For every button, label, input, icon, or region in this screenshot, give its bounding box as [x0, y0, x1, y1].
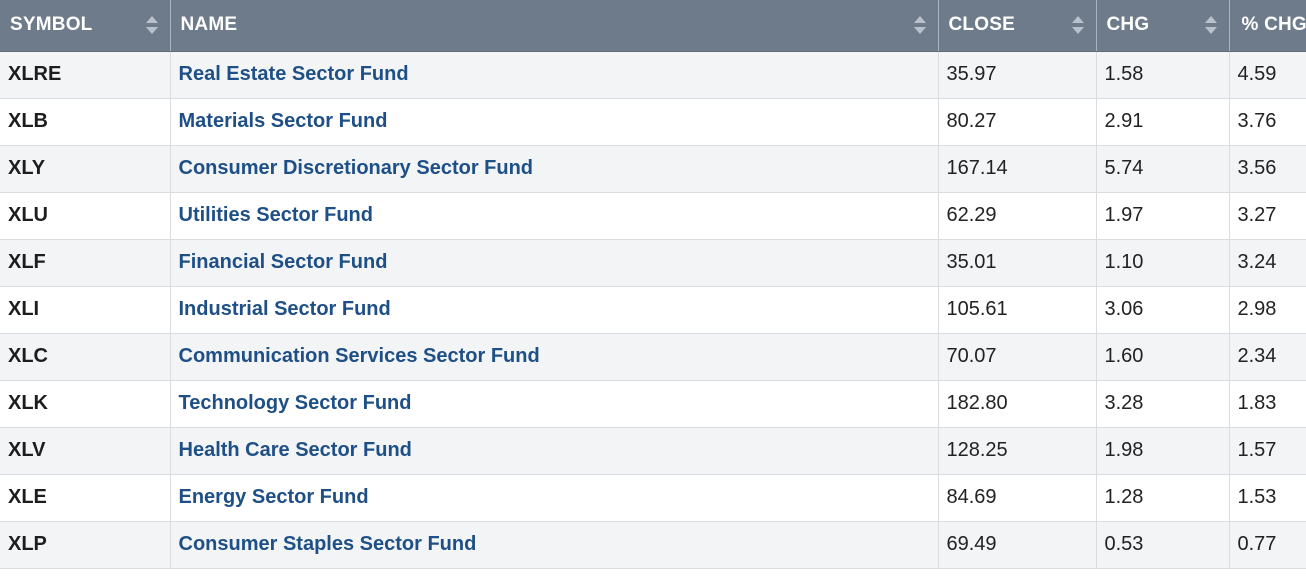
column-header-label: CLOSE	[948, 14, 1015, 36]
close-cell: 35.01	[938, 239, 1097, 287]
chg-cell: 1.58	[1096, 51, 1230, 99]
column-header-label: NAME	[180, 14, 238, 36]
pct-chg-cell: 3.56	[1229, 145, 1306, 193]
table-header-row: SYMBOL NAME CLOSE CHG % CHG	[0, 0, 1306, 52]
symbol-cell: XLK	[0, 380, 171, 428]
table-row[interactable]: XLF Financial Sector Fund 35.01 1.10 3.24	[0, 239, 1306, 287]
chg-cell: 0.53	[1096, 521, 1230, 569]
symbol-cell: XLU	[0, 192, 171, 240]
table-body: XLRE Real Estate Sector Fund 35.97 1.58 4.59…	[0, 51, 1306, 569]
column-header-label: SYMBOL	[10, 14, 93, 36]
close-cell: 35.97	[938, 51, 1097, 99]
table-row[interactable]: XLB Materials Sector Fund 80.27 2.91 3.76	[0, 98, 1306, 146]
symbol-cell: XLE	[0, 474, 171, 522]
symbol-cell: XLP	[0, 521, 171, 569]
chg-cell: 5.74	[1096, 145, 1230, 193]
symbol-cell: XLV	[0, 427, 171, 475]
close-cell: 182.80	[938, 380, 1097, 428]
column-header-close[interactable]: CLOSE	[938, 0, 1097, 52]
pct-chg-cell: 1.83	[1229, 380, 1306, 428]
pct-chg-cell: 2.34	[1229, 333, 1306, 381]
close-cell: 70.07	[938, 333, 1097, 381]
chg-cell: 3.28	[1096, 380, 1230, 428]
symbol-cell: XLF	[0, 239, 171, 287]
column-header-label: % CHG	[1241, 14, 1306, 36]
table-row[interactable]: XLU Utilities Sector Fund 62.29 1.97 3.27	[0, 192, 1306, 240]
column-header-name[interactable]: NAME	[170, 0, 939, 52]
table-row[interactable]: XLC Communication Services Sector Fund 70.…	[0, 333, 1306, 381]
close-cell: 69.49	[938, 521, 1097, 569]
fund-name-link[interactable]: Utilities Sector Fund	[178, 204, 373, 226]
name-cell: Energy Sector Fund	[170, 474, 939, 522]
fund-name-link[interactable]: Real Estate Sector Fund	[178, 63, 409, 85]
pct-chg-cell: 1.53	[1229, 474, 1306, 522]
name-cell: Utilities Sector Fund	[170, 192, 939, 240]
sort-arrows-icon[interactable]	[145, 16, 158, 35]
fund-name-link[interactable]: Industrial Sector Fund	[178, 298, 391, 320]
pct-chg-cell: 2.98	[1229, 286, 1306, 334]
chg-cell: 2.91	[1096, 98, 1230, 146]
pct-chg-cell: 1.57	[1229, 427, 1306, 475]
close-cell: 128.25	[938, 427, 1097, 475]
pct-chg-cell: 3.24	[1229, 239, 1306, 287]
name-cell: Communication Services Sector Fund	[170, 333, 939, 381]
chg-cell: 3.06	[1096, 286, 1230, 334]
chg-cell: 1.98	[1096, 427, 1230, 475]
fund-name-link[interactable]: Technology Sector Fund	[178, 392, 412, 414]
name-cell: Consumer Discretionary Sector Fund	[170, 145, 939, 193]
fund-name-link[interactable]: Communication Services Sector Fund	[178, 345, 540, 367]
close-cell: 80.27	[938, 98, 1097, 146]
close-cell: 105.61	[938, 286, 1097, 334]
pct-chg-cell: 3.76	[1229, 98, 1306, 146]
column-header-chg[interactable]: CHG	[1096, 0, 1230, 52]
symbol-cell: XLY	[0, 145, 171, 193]
table-row[interactable]: XLP Consumer Staples Sector Fund 69.49 0.53…	[0, 521, 1306, 569]
close-cell: 167.14	[938, 145, 1097, 193]
table-row[interactable]: XLY Consumer Discretionary Sector Fund 167…	[0, 145, 1306, 193]
fund-name-link[interactable]: Financial Sector Fund	[178, 251, 388, 273]
fund-name-link[interactable]: Materials Sector Fund	[178, 110, 388, 132]
table-row[interactable]: XLK Technology Sector Fund 182.80 3.28 1.83	[0, 380, 1306, 428]
sort-arrows-icon[interactable]	[1204, 16, 1217, 35]
symbol-cell: XLB	[0, 98, 171, 146]
column-header-symbol[interactable]: SYMBOL	[0, 0, 171, 52]
symbol-cell: XLC	[0, 333, 171, 381]
name-cell: Industrial Sector Fund	[170, 286, 939, 334]
name-cell: Consumer Staples Sector Fund	[170, 521, 939, 569]
chg-cell: 1.97	[1096, 192, 1230, 240]
column-header-label: CHG	[1106, 14, 1150, 36]
fund-name-link[interactable]: Health Care Sector Fund	[178, 439, 412, 461]
name-cell: Health Care Sector Fund	[170, 427, 939, 475]
chg-cell: 1.28	[1096, 474, 1230, 522]
name-cell: Financial Sector Fund	[170, 239, 939, 287]
fund-name-link[interactable]: Consumer Discretionary Sector Fund	[178, 157, 534, 179]
pct-chg-cell: 0.77	[1229, 521, 1306, 569]
pct-chg-cell: 3.27	[1229, 192, 1306, 240]
fund-name-link[interactable]: Energy Sector Fund	[178, 486, 369, 508]
name-cell: Real Estate Sector Fund	[170, 51, 939, 99]
chg-cell: 1.10	[1096, 239, 1230, 287]
symbol-cell: XLRE	[0, 51, 171, 99]
fund-name-link[interactable]: Consumer Staples Sector Fund	[178, 533, 477, 555]
symbol-cell: XLI	[0, 286, 171, 334]
chg-cell: 1.60	[1096, 333, 1230, 381]
pct-chg-cell: 4.59	[1229, 51, 1306, 99]
table-row[interactable]: XLI Industrial Sector Fund 105.61 3.06 2.98	[0, 286, 1306, 334]
close-cell: 62.29	[938, 192, 1097, 240]
table-row[interactable]: XLV Health Care Sector Fund 128.25 1.98 1.57	[0, 427, 1306, 475]
name-cell: Technology Sector Fund	[170, 380, 939, 428]
sort-arrows-icon[interactable]	[913, 16, 926, 35]
close-cell: 84.69	[938, 474, 1097, 522]
table-row[interactable]: XLRE Real Estate Sector Fund 35.97 1.58 4.59	[0, 51, 1306, 99]
table-row[interactable]: XLE Energy Sector Fund 84.69 1.28 1.53	[0, 474, 1306, 522]
name-cell: Materials Sector Fund	[170, 98, 939, 146]
sort-arrows-icon[interactable]	[1071, 16, 1084, 35]
column-header-pct-chg[interactable]: % CHG	[1229, 0, 1306, 52]
